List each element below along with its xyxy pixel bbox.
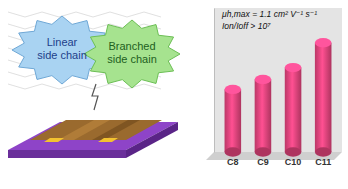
x-tick: C11 (315, 157, 331, 167)
device-illustration (8, 12, 180, 158)
x-tick: C9 (257, 157, 269, 167)
bar-base (255, 147, 272, 156)
bar-cap (255, 75, 272, 84)
back-wall (214, 8, 342, 152)
bar-cap (225, 85, 242, 94)
x-tick-label: C11 (315, 157, 331, 167)
annotation: Branchedside chain (107, 40, 157, 65)
x-tick: C10 (285, 157, 302, 167)
film (30, 120, 162, 140)
film-stripe (92, 120, 140, 140)
x-tick-label: C8 (227, 157, 239, 167)
bar (285, 68, 302, 152)
bar-group (285, 63, 302, 157)
annotation: Linearside chain (37, 36, 87, 61)
bar-group (225, 85, 242, 157)
substrate-side (8, 150, 126, 158)
annotation: μh,max = 1.1 cm² V⁻¹ s⁻¹ (221, 9, 317, 19)
bar (255, 80, 272, 152)
x-axis: C8 C9 C10 C11 (227, 157, 331, 167)
molecule-chain (8, 12, 161, 17)
plot-area (225, 38, 332, 157)
lightning (92, 84, 98, 110)
x-tick-label: C9 (257, 157, 269, 167)
x-tick-label: C10 (285, 157, 302, 167)
annotation: Ion/Ioff > 10⁷ (222, 21, 271, 31)
bar-base (315, 147, 332, 156)
bar-base (285, 147, 302, 156)
molecule-chain (8, 84, 161, 89)
y-axis-line (214, 9, 215, 153)
bar-base (225, 147, 242, 156)
bar-group (315, 38, 332, 157)
bar-cap (315, 38, 332, 47)
electrode (98, 138, 118, 142)
bar-cap (285, 63, 302, 72)
bar (225, 89, 242, 152)
electrode (44, 138, 64, 142)
y-axis (214, 9, 215, 153)
bar (315, 43, 332, 152)
x-tick: C8 (227, 157, 239, 167)
bar-group (255, 75, 272, 157)
bubble (84, 20, 180, 88)
